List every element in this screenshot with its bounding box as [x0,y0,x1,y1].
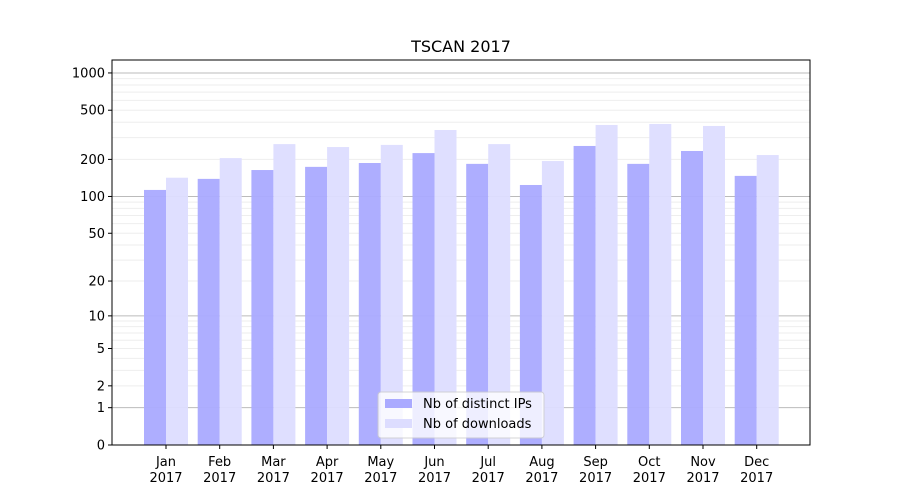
bar-downloads [756,155,779,446]
y-tick-label: 20 [88,275,105,290]
x-tick-label: 2017 [633,471,666,486]
x-tick-label: 2017 [740,471,773,486]
legend-swatch [385,419,412,428]
bar-distinct-ips [734,175,757,445]
x-tick-label: Aug [529,455,554,470]
y-tick-label: 5 [97,342,105,357]
x-tick-label: Feb [208,455,231,470]
y-tick-label: 500 [80,104,105,119]
bar-downloads [703,125,725,445]
legend-swatch [385,399,412,408]
bar-downloads [219,158,242,446]
x-tick-label: Apr [316,455,339,470]
y-tick-label: 50 [88,227,105,242]
y-tick-label: 2 [97,379,105,394]
y-tick-label: 100 [80,190,105,205]
y-tick-label: 1 [97,401,105,416]
x-tick-label: Dec [744,455,769,470]
x-tick-label: 2017 [149,471,182,486]
x-tick-label: 2017 [525,471,558,486]
chart-title: TSCAN 2017 [410,37,511,56]
x-tick-label: 2017 [203,471,236,486]
bar-downloads [595,124,618,445]
x-tick-label: 2017 [686,471,719,486]
bar-downloads [541,161,564,445]
x-tick-label: Jun [423,455,444,470]
bar-distinct-ips [305,166,328,445]
y-tick-label: 200 [80,153,105,168]
y-tick-label: 0 [97,439,105,454]
x-tick-label: 2017 [418,471,451,486]
bar-downloads [327,147,350,445]
x-tick-label: Sep [583,455,608,470]
y-tick-label: 10 [88,309,105,324]
bar-downloads [380,144,403,446]
bar-distinct-ips [466,163,489,445]
x-tick-label: Nov [690,455,716,470]
y-tick-label: 1000 [72,66,105,81]
x-tick-label: 2017 [364,471,397,486]
bar-distinct-ips [251,170,274,446]
bar-distinct-ips [627,163,650,445]
bar-distinct-ips [358,163,381,445]
bar-distinct-ips [144,189,166,445]
bar-downloads [273,144,296,445]
x-tick-label: May [367,455,394,470]
x-tick-label: 2017 [579,471,612,486]
bar-distinct-ips [519,184,542,445]
x-tick-label: Jan [155,455,176,470]
bar-downloads [649,123,672,445]
bar-downloads [166,177,188,445]
bar-distinct-ips [197,178,220,445]
legend-box [377,391,545,439]
bar-distinct-ips [573,145,596,445]
x-tick-label: 2017 [472,471,505,486]
plot-frame [111,59,811,446]
x-tick-label: 2017 [257,471,290,486]
x-tick-label: 2017 [311,471,344,486]
bar-downloads [488,144,511,445]
x-tick-label: Mar [261,455,286,470]
legend-label: Nb of distinct IPs [423,397,532,412]
x-tick-label: Oct [638,455,660,470]
bar-distinct-ips [681,150,703,445]
legend-label: Nb of downloads [423,417,532,432]
bar-distinct-ips [412,153,435,445]
bar-downloads [434,129,457,445]
x-tick-label: Jul [479,455,496,470]
